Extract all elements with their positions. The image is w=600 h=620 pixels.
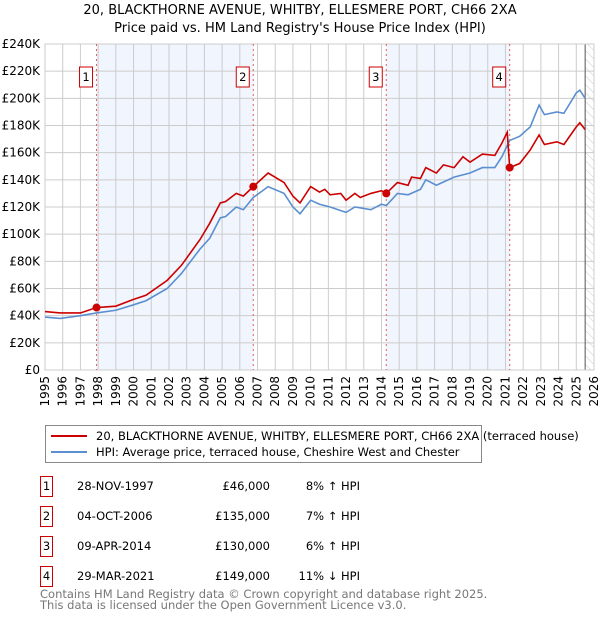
sale-label-box <box>235 66 250 88</box>
legend-label: 20, BLACKTHORNE AVENUE, WHITBY, ELLESMER… <box>96 429 579 443</box>
sale-date: 29-MAR-2021 <box>77 569 155 583</box>
x-tick-label: 2026 <box>587 376 600 407</box>
sale-number-badge: 3 <box>40 536 53 557</box>
legend-item-property: 20, BLACKTHORNE AVENUE, WHITBY, ELLESMER… <box>51 428 579 444</box>
sale-number-badge: 2 <box>40 506 53 527</box>
chart-title: 20, BLACKTHORNE AVENUE, WHITBY, ELLESMER… <box>83 3 517 18</box>
x-tick-label: 2012 <box>339 376 353 407</box>
x-tick-label: 2008 <box>268 376 282 407</box>
sale-label-box <box>368 66 383 88</box>
x-tick-label: 1997 <box>73 376 87 407</box>
x-tick-label: 2009 <box>286 376 300 407</box>
blue-line-swatch <box>51 451 87 453</box>
sale-point <box>382 189 391 198</box>
sale-point <box>505 163 514 172</box>
legend: 20, BLACKTHORNE AVENUE, WHITBY, ELLESMER… <box>45 425 579 463</box>
series-line <box>44 89 586 320</box>
x-tick-label: 1996 <box>56 376 70 407</box>
x-tick-label: 2005 <box>215 376 229 407</box>
x-tick-label: 2007 <box>251 376 265 407</box>
plot-frame <box>44 43 595 371</box>
x-tick-label: 2016 <box>410 376 424 407</box>
sale-label-box <box>79 66 94 88</box>
y-tick-label: £220K <box>2 64 42 78</box>
y-tick-label: £40K <box>9 309 41 323</box>
footer-licence: This data is licensed under the Open Gov… <box>40 598 407 612</box>
x-tick-label: 2020 <box>481 376 495 407</box>
sale-label: 4 <box>496 70 503 84</box>
y-tick-label: £140K <box>2 173 42 187</box>
x-tick-label: 2017 <box>428 376 442 407</box>
hpi-comparison: 6% ↑ HPI <box>305 539 360 553</box>
sale-label: 1 <box>82 70 89 84</box>
sale-price: £46,000 <box>222 479 270 493</box>
sale-point <box>249 182 258 191</box>
hpi-comparison: 8% ↑ HPI <box>305 479 360 493</box>
sale-price: £149,000 <box>215 569 270 583</box>
sale-date: 28-NOV-1997 <box>77 479 154 493</box>
red-line-swatch <box>51 435 87 437</box>
y-tick-label: £60K <box>9 282 41 296</box>
sale-price: £135,000 <box>215 509 270 523</box>
x-tick-label: 2025 <box>569 376 583 407</box>
x-tick-label: 2001 <box>144 376 158 407</box>
y-tick-label: £0 <box>25 363 40 377</box>
sale-label-box <box>492 66 507 88</box>
price-chart: 1995 1996 1997 1998 1999 2000 2001 2002 2003 2004… <box>2 37 600 407</box>
table-row: 2 04-OCT-2006 £135,000 7% ↑ HPI <box>40 506 600 528</box>
sale-price: £130,000 <box>215 539 270 553</box>
x-tick-label: 1999 <box>109 376 123 407</box>
footer: Contains HM Land Registry data © Crown c… <box>40 587 488 612</box>
x-tick-label: 1995 <box>38 376 52 407</box>
y-tick-label: £240K <box>2 37 42 51</box>
y-tick-label: £20K <box>9 336 41 350</box>
sale-date: 04-OCT-2006 <box>77 509 153 523</box>
x-tick-label: 2022 <box>516 376 530 407</box>
x-tick-label: 2002 <box>162 376 176 407</box>
legend-item-hpi: HPI: Average price, terraced house, Ches… <box>51 444 460 460</box>
y-tick-label: £100K <box>2 227 42 241</box>
y-tick-label: £200K <box>2 91 42 105</box>
footer-copyright: Contains HM Land Registry data © Crown c… <box>40 587 488 601</box>
sale-number-badge: 1 <box>40 476 53 497</box>
y-tick-label: £160K <box>2 146 42 160</box>
x-tick-label: 2019 <box>463 376 477 407</box>
x-tick-label: 2003 <box>180 376 194 407</box>
hpi-comparison: 7% ↑ HPI <box>305 509 360 523</box>
sale-number-badge: 4 <box>40 566 53 587</box>
sale-label: 3 <box>372 70 379 84</box>
x-tick-label: 2024 <box>552 376 566 407</box>
table-row: 3 09-APR-2014 £130,000 6% ↑ HPI <box>40 536 600 558</box>
x-tick-label: 2023 <box>534 376 548 407</box>
legend-label: HPI: Average price, terraced house, Ches… <box>96 445 460 459</box>
y-tick-label: £80K <box>9 254 41 268</box>
x-tick-label: 2010 <box>304 376 318 407</box>
x-tick-label: 2015 <box>392 376 406 407</box>
x-tick-label: 2004 <box>197 376 211 407</box>
x-tick-label: 1998 <box>91 376 105 407</box>
hpi-comparison: 11% ↓ HPI <box>298 569 360 583</box>
x-tick-label: 2011 <box>321 376 335 407</box>
sale-label: 2 <box>239 70 246 84</box>
table-row: 1 28-NOV-1997 £46,000 8% ↑ HPI <box>40 476 600 498</box>
x-tick-label: 2006 <box>233 376 247 407</box>
y-tick-label: £180K <box>2 119 42 133</box>
x-tick-label: 2014 <box>374 376 388 407</box>
x-tick-label: 2000 <box>127 376 141 407</box>
table-row: 4 29-MAR-2021 £149,000 11% ↓ HPI <box>40 566 600 588</box>
x-tick-label: 2013 <box>357 376 371 407</box>
sale-point <box>92 303 101 312</box>
x-tick-label: 2018 <box>445 376 459 407</box>
chart-subtitle: Price paid vs. HM Land Registry's House … <box>114 21 486 36</box>
x-tick-label: 2021 <box>498 376 512 407</box>
y-tick-label: £120K <box>2 200 42 214</box>
sale-date: 09-APR-2014 <box>77 539 152 553</box>
